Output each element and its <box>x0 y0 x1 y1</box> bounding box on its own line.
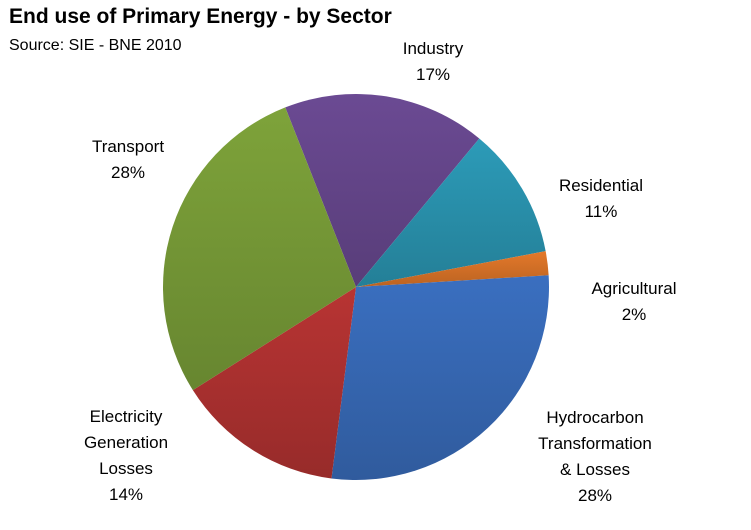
slice-category-label: Residential <box>559 176 643 195</box>
slice-value-label: 14% <box>109 485 143 504</box>
slice-label: Hydrocarbon Transformation & Losses 28% <box>538 408 652 505</box>
slice-value-label: 28% <box>578 486 612 505</box>
pie-slice-hydrocarbon-transformation-losses <box>331 275 550 481</box>
slice-value-label: 11% <box>585 202 618 221</box>
slice-value-label: 28% <box>111 163 145 182</box>
slice-value-label: 2% <box>622 305 647 324</box>
slice-label: Industry 17% <box>403 39 464 84</box>
slice-label: Residential 11% <box>559 176 643 221</box>
slice-category-label: Generation <box>84 433 168 452</box>
pie-slice-industry <box>285 94 480 288</box>
pie-slice-transport <box>162 107 356 391</box>
slice-category-label: Agricultural <box>591 279 676 298</box>
slice-category-label: Transport <box>92 137 164 156</box>
slice-label: Electricity Generation Losses 14% <box>84 407 168 504</box>
slice-category-label: Hydrocarbon <box>546 408 643 427</box>
chart-title: End use of Primary Energy - by Sector <box>9 5 392 28</box>
slice-category-label: Losses <box>99 459 153 478</box>
slice-category-label: Transformation <box>538 434 652 453</box>
pie-slice-agricultural <box>356 251 549 287</box>
slice-label: Agricultural 2% <box>591 279 676 324</box>
slice-category-label: & Losses <box>560 460 630 479</box>
slice-category-label: Electricity <box>90 407 163 426</box>
slice-value-label: 17% <box>416 65 450 84</box>
slice-label: Transport 28% <box>92 137 164 182</box>
pie-slice-electricity-generation-losses <box>192 287 356 479</box>
slice-category-label: Industry <box>403 39 464 58</box>
chart-subtitle: Source: SIE - BNE 2010 <box>9 37 182 54</box>
pie-slice-residential <box>356 138 546 287</box>
